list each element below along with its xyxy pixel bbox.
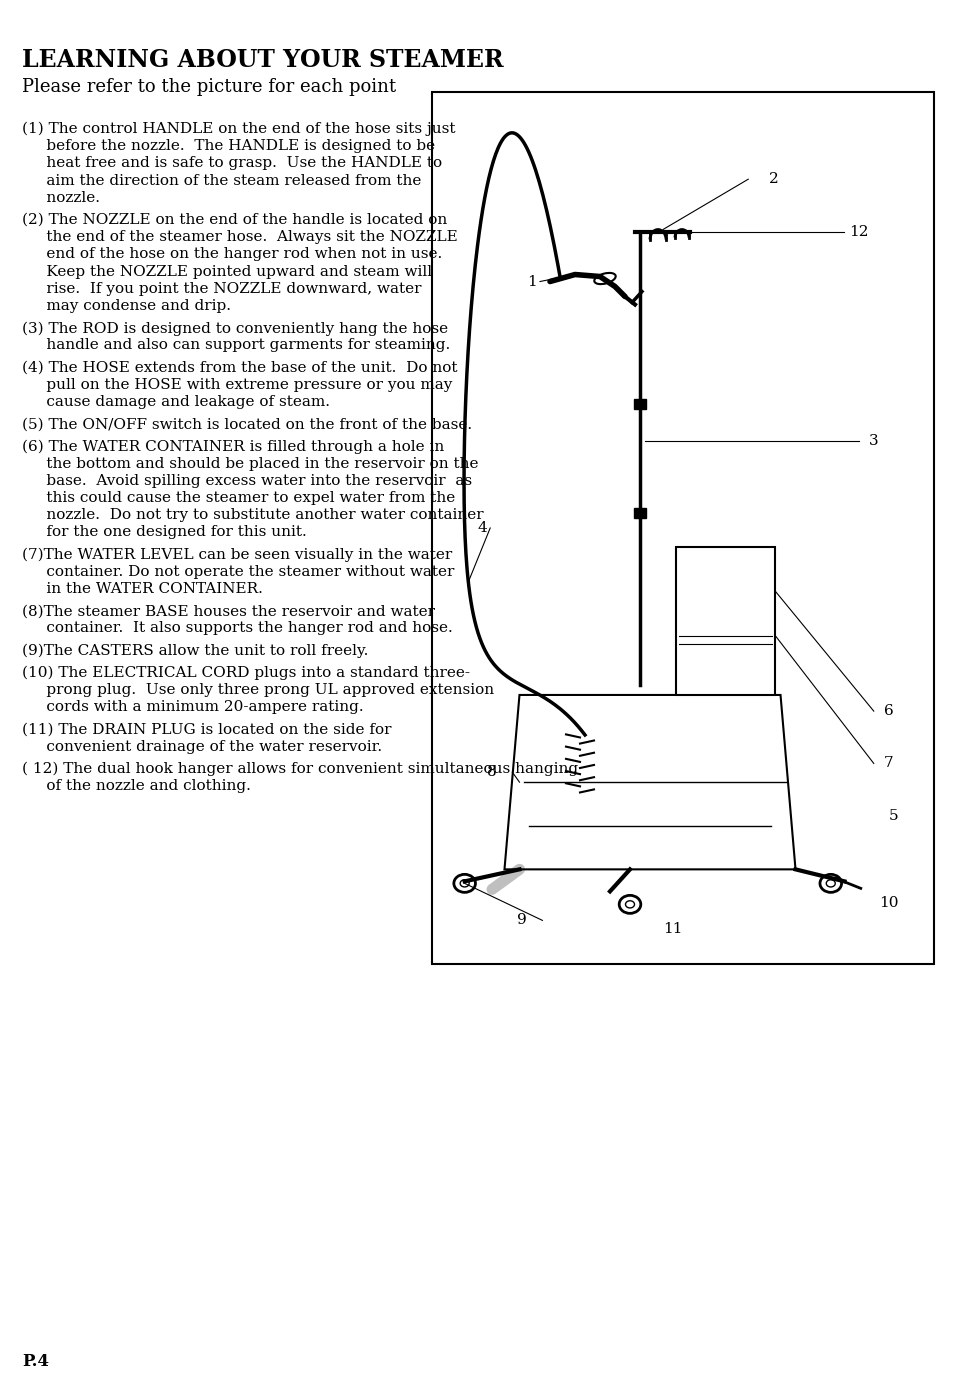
Text: convenient drainage of the water reservoir.: convenient drainage of the water reservo…	[22, 740, 382, 753]
Text: end of the hose on the hanger rod when not in use.: end of the hose on the hanger rod when n…	[22, 248, 442, 262]
Text: the bottom and should be placed in the reservoir on the: the bottom and should be placed in the r…	[22, 457, 478, 471]
Text: (4) The HOSE extends from the base of the unit.  Do not: (4) The HOSE extends from the base of th…	[22, 360, 457, 374]
Text: pull on the HOSE with extreme pressure or you may: pull on the HOSE with extreme pressure o…	[22, 378, 452, 392]
Text: before the nozzle.  The HANDLE is designed to be: before the nozzle. The HANDLE is designe…	[22, 140, 435, 154]
Text: nozzle.  Do not try to substitute another water container: nozzle. Do not try to substitute another…	[22, 508, 483, 522]
Text: ( 12) The dual hook hanger allows for convenient simultaneous hanging: ( 12) The dual hook hanger allows for co…	[22, 762, 578, 776]
Text: (2) The NOZZLE on the end of the handle is located on: (2) The NOZZLE on the end of the handle …	[22, 213, 447, 227]
Text: nozzle.: nozzle.	[22, 191, 100, 205]
Text: 2: 2	[768, 172, 778, 186]
Text: Please refer to the picture for each point: Please refer to the picture for each poi…	[22, 78, 395, 96]
Text: (6) The WATER CONTAINER is filled through a hole in: (6) The WATER CONTAINER is filled throug…	[22, 439, 444, 454]
Bar	[432, 91, 933, 964]
Text: (7)The WATER LEVEL can be seen visually in the water: (7)The WATER LEVEL can be seen visually …	[22, 547, 452, 562]
Text: 5: 5	[888, 809, 898, 823]
Text: 6: 6	[883, 704, 893, 717]
Text: 12: 12	[848, 224, 867, 238]
Text: 9: 9	[517, 913, 527, 928]
Text: (9)The CASTERS allow the unit to roll freely.: (9)The CASTERS allow the unit to roll fr…	[22, 644, 368, 658]
Bar	[634, 399, 645, 409]
Text: 10: 10	[878, 896, 898, 910]
Text: 8: 8	[487, 765, 497, 780]
Text: 3: 3	[868, 434, 878, 447]
Text: in the WATER CONTAINER.: in the WATER CONTAINER.	[22, 582, 263, 596]
Text: of the nozzle and clothing.: of the nozzle and clothing.	[22, 778, 251, 794]
Text: (8)The steamer BASE houses the reservoir and water: (8)The steamer BASE houses the reservoir…	[22, 604, 435, 618]
Text: cords with a minimum 20-ampere rating.: cords with a minimum 20-ampere rating.	[22, 701, 363, 715]
Text: this could cause the steamer to expel water from the: this could cause the steamer to expel wa…	[22, 492, 455, 506]
Text: (10) The ELECTRICAL CORD plugs into a standard three-: (10) The ELECTRICAL CORD plugs into a st…	[22, 666, 470, 680]
Text: (3) The ROD is designed to conveniently hang the hose: (3) The ROD is designed to conveniently …	[22, 321, 448, 335]
Text: (11) The DRAIN PLUG is located on the side for: (11) The DRAIN PLUG is located on the si…	[22, 723, 391, 737]
Text: cause damage and leakage of steam.: cause damage and leakage of steam.	[22, 395, 330, 409]
Text: Keep the NOZZLE pointed upward and steam will: Keep the NOZZLE pointed upward and steam…	[22, 265, 432, 278]
Text: rise.  If you point the NOZZLE downward, water: rise. If you point the NOZZLE downward, …	[22, 281, 421, 296]
Text: 4: 4	[476, 521, 487, 535]
Bar	[634, 508, 645, 518]
Text: handle and also can support garments for steaming.: handle and also can support garments for…	[22, 338, 450, 352]
Text: P.4: P.4	[22, 1353, 49, 1370]
Text: 7: 7	[883, 756, 893, 770]
Text: prong plug.  Use only three prong UL approved extension: prong plug. Use only three prong UL appr…	[22, 683, 494, 697]
Text: LEARNING ABOUT YOUR STEAMER: LEARNING ABOUT YOUR STEAMER	[22, 48, 503, 72]
Text: the end of the steamer hose.  Always sit the NOZZLE: the end of the steamer hose. Always sit …	[22, 230, 457, 244]
Text: 11: 11	[662, 922, 682, 936]
Bar	[676, 547, 775, 695]
Text: container.  It also supports the hanger rod and hose.: container. It also supports the hanger r…	[22, 622, 453, 636]
Text: (5) The ON/OFF switch is located on the front of the base.: (5) The ON/OFF switch is located on the …	[22, 417, 472, 431]
Text: for the one designed for this unit.: for the one designed for this unit.	[22, 525, 307, 539]
Text: may condense and drip.: may condense and drip.	[22, 299, 231, 313]
Text: aim the direction of the steam released from the: aim the direction of the steam released …	[22, 173, 421, 187]
Text: container. Do not operate the steamer without water: container. Do not operate the steamer wi…	[22, 565, 454, 579]
Text: base.  Avoid spilling excess water into the reservoir  as: base. Avoid spilling excess water into t…	[22, 474, 472, 488]
Text: (1) The control HANDLE on the end of the hose sits just: (1) The control HANDLE on the end of the…	[22, 122, 455, 136]
Text: 1: 1	[527, 274, 537, 288]
Text: heat free and is safe to grasp.  Use the HANDLE to: heat free and is safe to grasp. Use the …	[22, 157, 441, 170]
